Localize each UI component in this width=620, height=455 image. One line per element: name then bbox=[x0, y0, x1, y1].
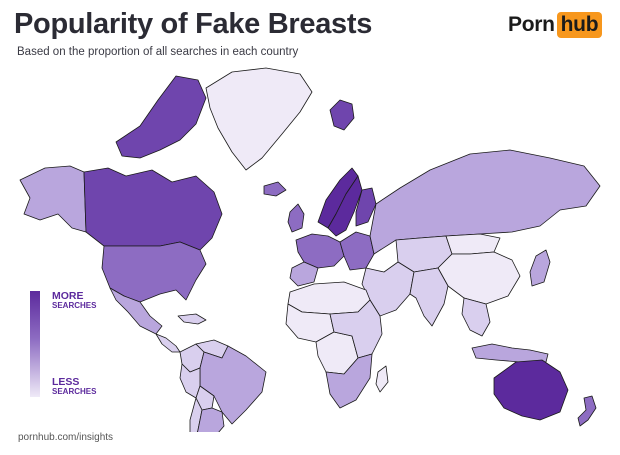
world-map bbox=[19, 67, 601, 432]
region-indonesia[interactable] bbox=[471, 343, 549, 363]
region-japan[interactable] bbox=[529, 249, 551, 287]
region-greenland[interactable] bbox=[205, 67, 313, 171]
page-subtitle: Based on the proportion of all searches … bbox=[17, 46, 299, 58]
legend-less-line1: LESS bbox=[52, 376, 80, 388]
page-title: Popularity of Fake Breasts bbox=[14, 8, 373, 40]
legend-gradient-bar bbox=[30, 291, 40, 397]
region-canada-arctic[interactable] bbox=[115, 75, 207, 159]
region-north-africa[interactable] bbox=[287, 281, 371, 315]
region-alaska[interactable] bbox=[19, 165, 87, 233]
region-southeast-asia[interactable] bbox=[461, 297, 491, 337]
legend-more-label: MORE SEARCHES bbox=[52, 291, 96, 311]
region-canada[interactable] bbox=[83, 167, 223, 251]
region-southern-africa[interactable] bbox=[325, 353, 373, 409]
legend-less-line2: SEARCHES bbox=[52, 387, 97, 396]
region-uk[interactable] bbox=[287, 203, 305, 233]
region-mongolia[interactable] bbox=[445, 233, 501, 255]
region-western-europe[interactable] bbox=[295, 233, 345, 269]
source-link[interactable]: pornhub.com/insights bbox=[18, 432, 114, 443]
legend-less-label: LESS SEARCHES bbox=[52, 377, 96, 397]
region-china[interactable] bbox=[437, 251, 521, 305]
legend-more-line2: SEARCHES bbox=[52, 301, 97, 310]
region-east-africa[interactable] bbox=[329, 299, 383, 359]
region-central-america[interactable] bbox=[155, 333, 181, 353]
region-australia[interactable] bbox=[493, 359, 569, 421]
legend-more-line1: MORE bbox=[52, 290, 84, 302]
region-argentina[interactable] bbox=[194, 407, 225, 432]
logo-text-hub: hub bbox=[556, 12, 603, 38]
region-caribbean[interactable] bbox=[177, 313, 207, 325]
region-india[interactable] bbox=[409, 267, 449, 327]
region-madagascar[interactable] bbox=[375, 365, 389, 393]
logo-text-porn: Porn bbox=[508, 13, 555, 36]
region-iberia[interactable] bbox=[289, 261, 319, 287]
pornhub-logo[interactable]: Porn hub bbox=[508, 12, 603, 38]
region-mexico[interactable] bbox=[109, 287, 163, 335]
region-eastern-europe[interactable] bbox=[339, 231, 375, 271]
region-iceland[interactable] bbox=[263, 181, 287, 197]
region-svalbard[interactable] bbox=[329, 99, 355, 131]
region-new-zealand[interactable] bbox=[577, 395, 597, 427]
